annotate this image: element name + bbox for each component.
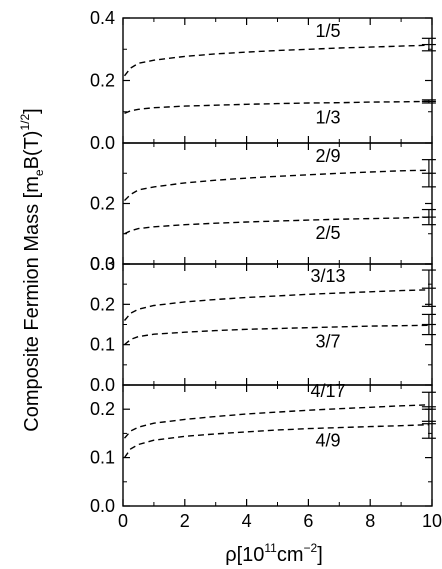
series-label: 4/17 [310,381,345,401]
y-axis-title-field: B(T) [21,131,43,170]
x-axis-title-main: ρ[10 [225,544,264,566]
panel-3: 0.0 0.1 0.2 0.3 3/13 3/7 [90,254,436,395]
y-tick-label: 0.2 [90,71,115,91]
y-tick-label: 0.1 [90,448,115,468]
x-axis-title-unit: cm [277,544,304,566]
y-tick-label: 0.2 [90,294,115,314]
x-tick-label: 4 [242,511,252,531]
panel-1: 0.0 0.2 0.4 1/5 1/3 [90,8,436,153]
y-tick-label: 0.1 [90,335,115,355]
x-tick-labels: 0 2 4 6 8 10 [118,511,442,531]
y-axis-title-main: Composite Fermion Mass [m [21,176,43,432]
series-line [124,169,429,201]
y-tick-label: 0.0 [90,133,115,153]
y-axis-title-superscript: 1/2 [18,114,32,131]
series-label: 2/5 [315,223,340,243]
chart-panels: 0.0 0.2 0.4 1/5 1/3 0.0 0.2 2/9 2/5 0.0 0.1 0.2 0.3 3… [90,8,442,531]
y-tick-label: 0.2 [90,399,115,419]
series-line [124,216,429,235]
series-line [123,404,429,439]
series-line [124,100,429,114]
panel-4: 0.0 0.1 0.2 4/17 4/9 [90,381,436,516]
series-line [124,324,429,346]
x-tick-label: 8 [365,511,375,531]
x-axis-title-close: ] [317,544,323,566]
y-tick-label: 0.4 [90,8,115,28]
panel-2: 0.0 0.2 2/9 2/5 [90,142,436,274]
y-tick-label: 0.0 [90,496,115,516]
x-tick-label: 2 [180,511,190,531]
series-label: 1/3 [315,107,340,127]
series-line [123,424,429,459]
panel-frame [122,384,433,507]
series-label: 3/13 [310,266,345,286]
panel-frame [122,142,433,265]
y-axis-title-subscript: e [32,169,46,176]
x-axis-title: ρ[1011cm−2] [225,541,323,566]
y-tick-label: 0.0 [90,375,115,395]
y-tick-label: 0.2 [90,194,115,214]
series-label: 3/7 [315,331,340,351]
y-axis-title-close: ] [21,108,43,114]
y-axis-title: Composite Fermion Mass [meB(T)1/2] [18,108,46,431]
x-axis-title-unit-exponent: −2 [304,541,318,555]
x-tick-label: 10 [422,511,442,531]
y-tick-label: 0.0 [90,254,115,274]
x-tick-label: 6 [303,511,313,531]
y-tick-label: 0.3 [90,254,115,274]
series-label: 4/9 [315,431,340,451]
series-line [123,44,429,77]
series-label: 2/9 [315,146,340,166]
series-line [123,289,429,321]
series-label: 1/5 [315,21,340,41]
x-tick-label: 0 [118,511,128,531]
panel-frame [122,17,433,144]
panel-frame [122,263,433,386]
x-axis-title-exponent: 11 [264,541,277,555]
